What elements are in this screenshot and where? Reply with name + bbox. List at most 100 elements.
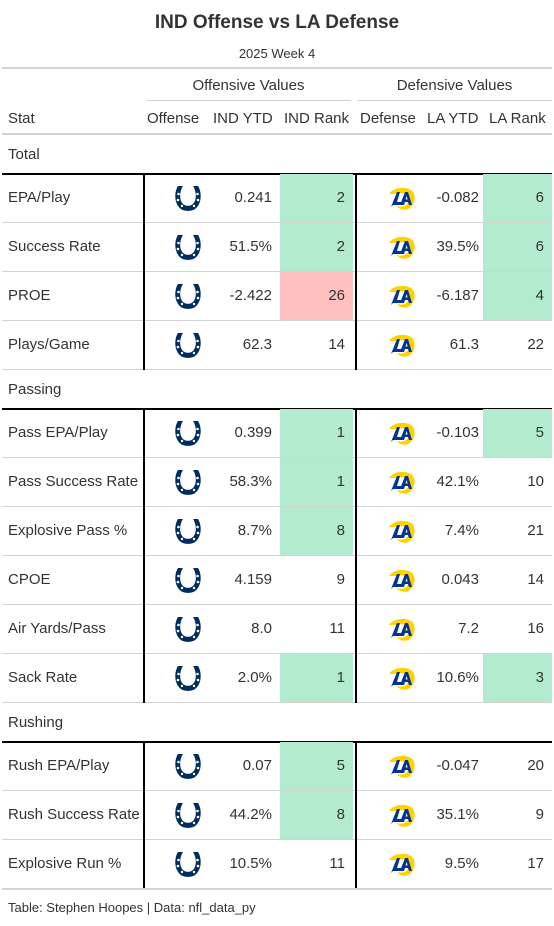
la-rank-value: 9 <box>535 806 544 823</box>
rams-horn-icon <box>385 750 417 782</box>
table-row: Explosive Pass % 8.7% 8 7.4% 21 <box>2 507 552 556</box>
group-label-passing: Passing <box>8 381 62 398</box>
ind-ytd-value: 10.5% <box>229 855 272 872</box>
la-ytd-value: 10.6% <box>436 669 479 686</box>
ind-rank-value: 1 <box>280 409 353 457</box>
la-ytd-value: 39.5% <box>436 238 479 255</box>
rams-horn-icon <box>385 662 417 694</box>
colts-horseshoe-icon <box>172 329 204 361</box>
rams-horn-icon <box>385 466 417 498</box>
colts-horseshoe-icon <box>172 231 204 263</box>
table-row: CPOE 4.159 9 0.043 14 <box>2 556 552 605</box>
table-row: Pass EPA/Play 0.399 1 -0.103 5 <box>2 409 552 458</box>
colts-horseshoe-icon <box>172 564 204 596</box>
ind-ytd-value: 58.3% <box>229 473 272 490</box>
ind-ytd-value: 62.3 <box>242 336 272 353</box>
la-ytd-value: 42.1% <box>436 473 479 490</box>
table-row: Plays/Game 62.3 14 61.3 22 <box>2 321 552 370</box>
stat-name: Pass Success Rate <box>8 473 139 490</box>
spanner-defensive-values: Defensive Values <box>396 77 513 94</box>
group-rule <box>2 173 552 175</box>
offense-divider <box>143 173 145 370</box>
header-rule <box>2 133 552 135</box>
la-ytd-value: -0.103 <box>436 424 479 441</box>
table-row: PROE -2.422 26 -6.187 4 <box>2 272 552 321</box>
la-rank-value: 10 <box>527 473 544 490</box>
la-ytd-value: -6.187 <box>436 287 479 304</box>
la-rank-value: 5 <box>483 409 552 457</box>
stat-name: Plays/Game <box>8 336 90 353</box>
la-rank-value: 3 <box>483 654 552 702</box>
la-rank-value: 4 <box>483 272 552 320</box>
ind-rank-value: 2 <box>280 223 353 271</box>
top-rule <box>2 67 552 69</box>
table-row: Rush EPA/Play 0.07 5 -0.047 20 <box>2 742 552 791</box>
rams-horn-icon <box>385 613 417 645</box>
ind-rank-value: 26 <box>280 272 353 320</box>
spanner-offensive-line <box>146 100 351 101</box>
ind-ytd-value: -2.422 <box>229 287 272 304</box>
colts-horseshoe-icon <box>172 848 204 880</box>
rams-horn-icon <box>385 848 417 880</box>
la-rank-value: 20 <box>527 757 544 774</box>
bottom-rule <box>2 888 552 890</box>
rams-horn-icon <box>385 515 417 547</box>
ind-rank-value: 9 <box>336 571 345 588</box>
column-header-ind-rank: IND Rank <box>284 110 350 127</box>
la-ytd-value: 61.3 <box>449 336 479 353</box>
stat-name: EPA/Play <box>8 189 71 206</box>
defense-divider <box>355 741 357 889</box>
table-row: Success Rate 51.5% 2 39.5% 6 <box>2 223 552 272</box>
column-header-ind-ytd: IND YTD <box>213 110 273 127</box>
colts-horseshoe-icon <box>172 613 204 645</box>
ind-rank-value: 14 <box>328 336 345 353</box>
ind-rank-value: 8 <box>280 791 353 839</box>
ind-rank-value: 8 <box>280 507 353 555</box>
group-rule <box>2 408 552 410</box>
table-row: Explosive Run % 10.5% 11 9.5% 17 <box>2 840 552 889</box>
rams-horn-icon <box>385 182 417 214</box>
table-row: EPA/Play 0.241 2 -0.082 6 <box>2 174 552 223</box>
ind-ytd-value: 0.399 <box>234 424 272 441</box>
la-ytd-value: -0.047 <box>436 757 479 774</box>
ind-rank-value: 2 <box>280 174 353 222</box>
column-header-defense: Defense <box>360 110 416 127</box>
rams-horn-icon <box>385 564 417 596</box>
la-rank-value: 16 <box>527 620 544 637</box>
table-title: IND Offense vs LA Defense <box>154 12 400 33</box>
colts-horseshoe-icon <box>172 280 204 312</box>
la-rank-value: 6 <box>483 174 552 222</box>
rams-horn-icon <box>385 799 417 831</box>
stat-name: PROE <box>8 287 51 304</box>
la-rank-value: 22 <box>527 336 544 353</box>
ind-ytd-value: 8.7% <box>237 522 272 539</box>
ind-ytd-value: 51.5% <box>229 238 272 255</box>
ind-rank-value: 1 <box>280 458 353 506</box>
stat-name: Explosive Run % <box>8 855 122 872</box>
colts-horseshoe-icon <box>172 662 204 694</box>
la-ytd-value: 7.2 <box>458 620 479 637</box>
group-label-rushing: Rushing <box>8 714 64 731</box>
defense-divider <box>355 173 357 370</box>
la-ytd-value: -0.082 <box>436 189 479 206</box>
ind-ytd-value: 4.159 <box>234 571 272 588</box>
ind-rank-value: 1 <box>280 654 353 702</box>
group-label-total: Total <box>8 146 40 163</box>
la-rank-value: 6 <box>483 223 552 271</box>
stat-name: Sack Rate <box>8 669 78 686</box>
colts-horseshoe-icon <box>172 799 204 831</box>
table-row: Pass Success Rate 58.3% 1 42.1% 10 <box>2 458 552 507</box>
rams-horn-icon <box>385 280 417 312</box>
rams-horn-icon <box>385 329 417 361</box>
spanner-defensive-line <box>357 100 552 101</box>
ind-ytd-value: 2.0% <box>237 669 272 686</box>
table-row: Sack Rate 2.0% 1 10.6% 3 <box>2 654 552 703</box>
ind-rank-value: 11 <box>329 855 345 872</box>
la-rank-value: 14 <box>527 571 544 588</box>
la-rank-value: 17 <box>527 855 544 872</box>
colts-horseshoe-icon <box>172 466 204 498</box>
ind-rank-value: 11 <box>329 620 345 637</box>
column-header-la-ytd: LA YTD <box>427 110 479 127</box>
stat-name: Success Rate <box>8 238 101 255</box>
